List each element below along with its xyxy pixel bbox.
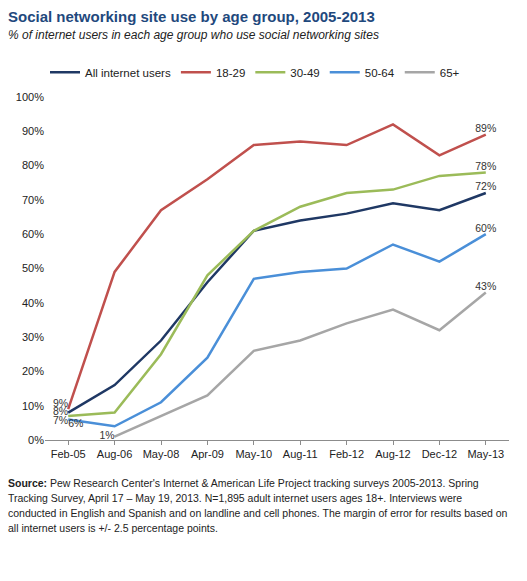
svg-text:60%: 60% bbox=[475, 222, 496, 234]
svg-text:All internet users: All internet users bbox=[85, 67, 171, 79]
svg-text:Aug-06: Aug-06 bbox=[97, 448, 132, 460]
svg-text:40%: 40% bbox=[22, 297, 44, 309]
svg-text:May-13: May-13 bbox=[467, 448, 504, 460]
svg-text:80%: 80% bbox=[22, 159, 44, 171]
svg-text:Aug-12: Aug-12 bbox=[375, 448, 410, 460]
svg-text:90%: 90% bbox=[22, 125, 44, 137]
svg-text:6%: 6% bbox=[68, 417, 83, 429]
svg-text:89%: 89% bbox=[475, 122, 496, 134]
html-text:% of internet users in each ag: % of internet users in each age group wh… bbox=[8, 28, 379, 42]
svg-text:18-29: 18-29 bbox=[216, 67, 245, 79]
svg-text:72%: 72% bbox=[475, 180, 496, 192]
svg-text:78%: 78% bbox=[475, 160, 496, 172]
html-text:Social networking site use by: Social networking site use by age group,… bbox=[8, 8, 375, 25]
html-text:Source: Pew Research Center's: Source: Pew Research Center's Internet &… bbox=[8, 477, 508, 534]
svg-text:May-10: May-10 bbox=[235, 448, 272, 460]
svg-text:10%: 10% bbox=[22, 400, 44, 412]
svg-text:Feb-12: Feb-12 bbox=[329, 448, 364, 460]
svg-text:50-64: 50-64 bbox=[365, 67, 395, 79]
svg-text:60%: 60% bbox=[22, 228, 44, 240]
svg-text:8%: 8% bbox=[53, 405, 68, 417]
svg-text:Aug-11: Aug-11 bbox=[283, 448, 318, 460]
svg-text:Apr-09: Apr-09 bbox=[191, 448, 224, 460]
svg-text:20%: 20% bbox=[22, 365, 44, 377]
svg-text:Dec-12: Dec-12 bbox=[422, 448, 457, 460]
svg-text:Feb-05: Feb-05 bbox=[51, 448, 86, 460]
svg-text:May-08: May-08 bbox=[143, 448, 180, 460]
svg-text:9%: 9% bbox=[53, 397, 68, 409]
svg-text:43%: 43% bbox=[475, 280, 496, 292]
svg-text:30%: 30% bbox=[22, 331, 44, 343]
svg-text:7%: 7% bbox=[53, 414, 68, 426]
svg-text:70%: 70% bbox=[22, 194, 44, 206]
svg-text:30-49: 30-49 bbox=[290, 67, 319, 79]
svg-text:0%: 0% bbox=[28, 434, 44, 446]
svg-text:100%: 100% bbox=[16, 91, 44, 103]
svg-text:65+: 65+ bbox=[440, 67, 460, 79]
svg-text:1%: 1% bbox=[99, 429, 114, 441]
svg-text:50%: 50% bbox=[22, 262, 44, 274]
